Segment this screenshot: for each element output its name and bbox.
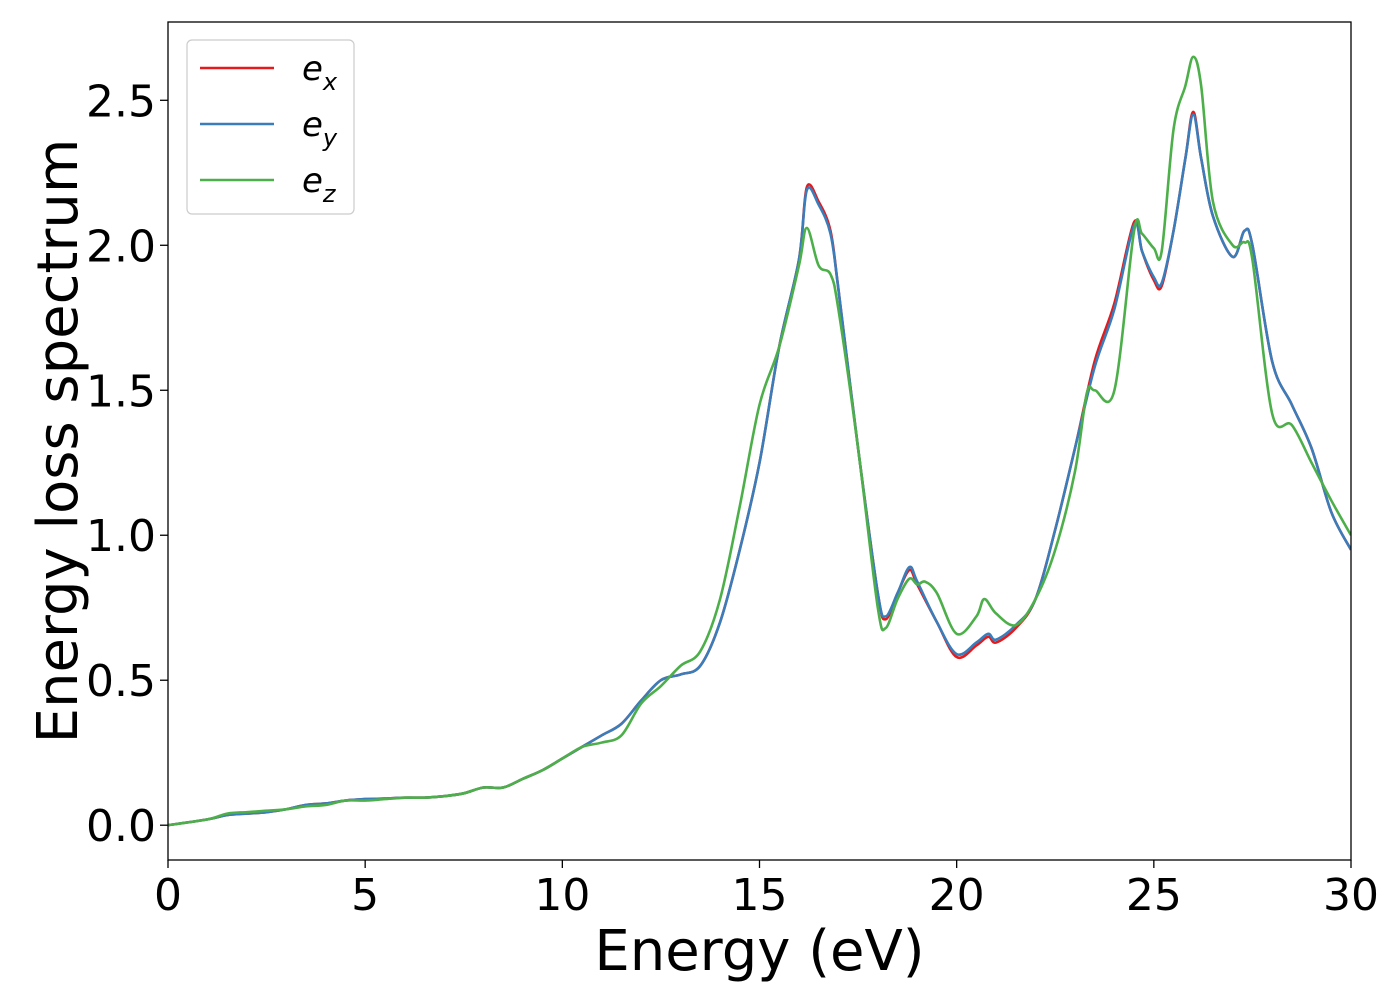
y-tick-label: 2.5 [86,76,156,127]
x-tick-label: 0 [154,870,182,921]
y-tick-label: 2.0 [86,221,156,272]
legend-label-x: ex [302,49,338,96]
legend-box [186,39,355,215]
x-tick-label: 10 [534,870,590,921]
x-axis-label: Energy (eV) [594,919,924,984]
y-tick-label: 1.5 [86,366,156,417]
legend: ex ey ez [186,39,355,215]
x-tick-label: 30 [1323,870,1379,921]
series-line-z [168,55,1351,827]
legend-label-y: ey [302,105,338,152]
x-tick-label: 20 [929,870,985,921]
y-tick-label: 0.0 [86,801,156,852]
y-tick-label: 1.0 [86,511,156,562]
x-tick-label: 15 [732,870,788,921]
tick-layer: 0 5 10 15 20 25 30 0.0 0.5 1.0 1.5 2.0 2.5 [86,76,1379,921]
y-tick-label: 0.5 [86,656,156,707]
y-axis-label: Energy loss spectrum [26,139,91,744]
series-layer [168,55,1351,827]
x-tick-label: 25 [1126,870,1182,921]
x-tick-label: 5 [351,870,379,921]
legend-label-z: ez [302,161,337,208]
